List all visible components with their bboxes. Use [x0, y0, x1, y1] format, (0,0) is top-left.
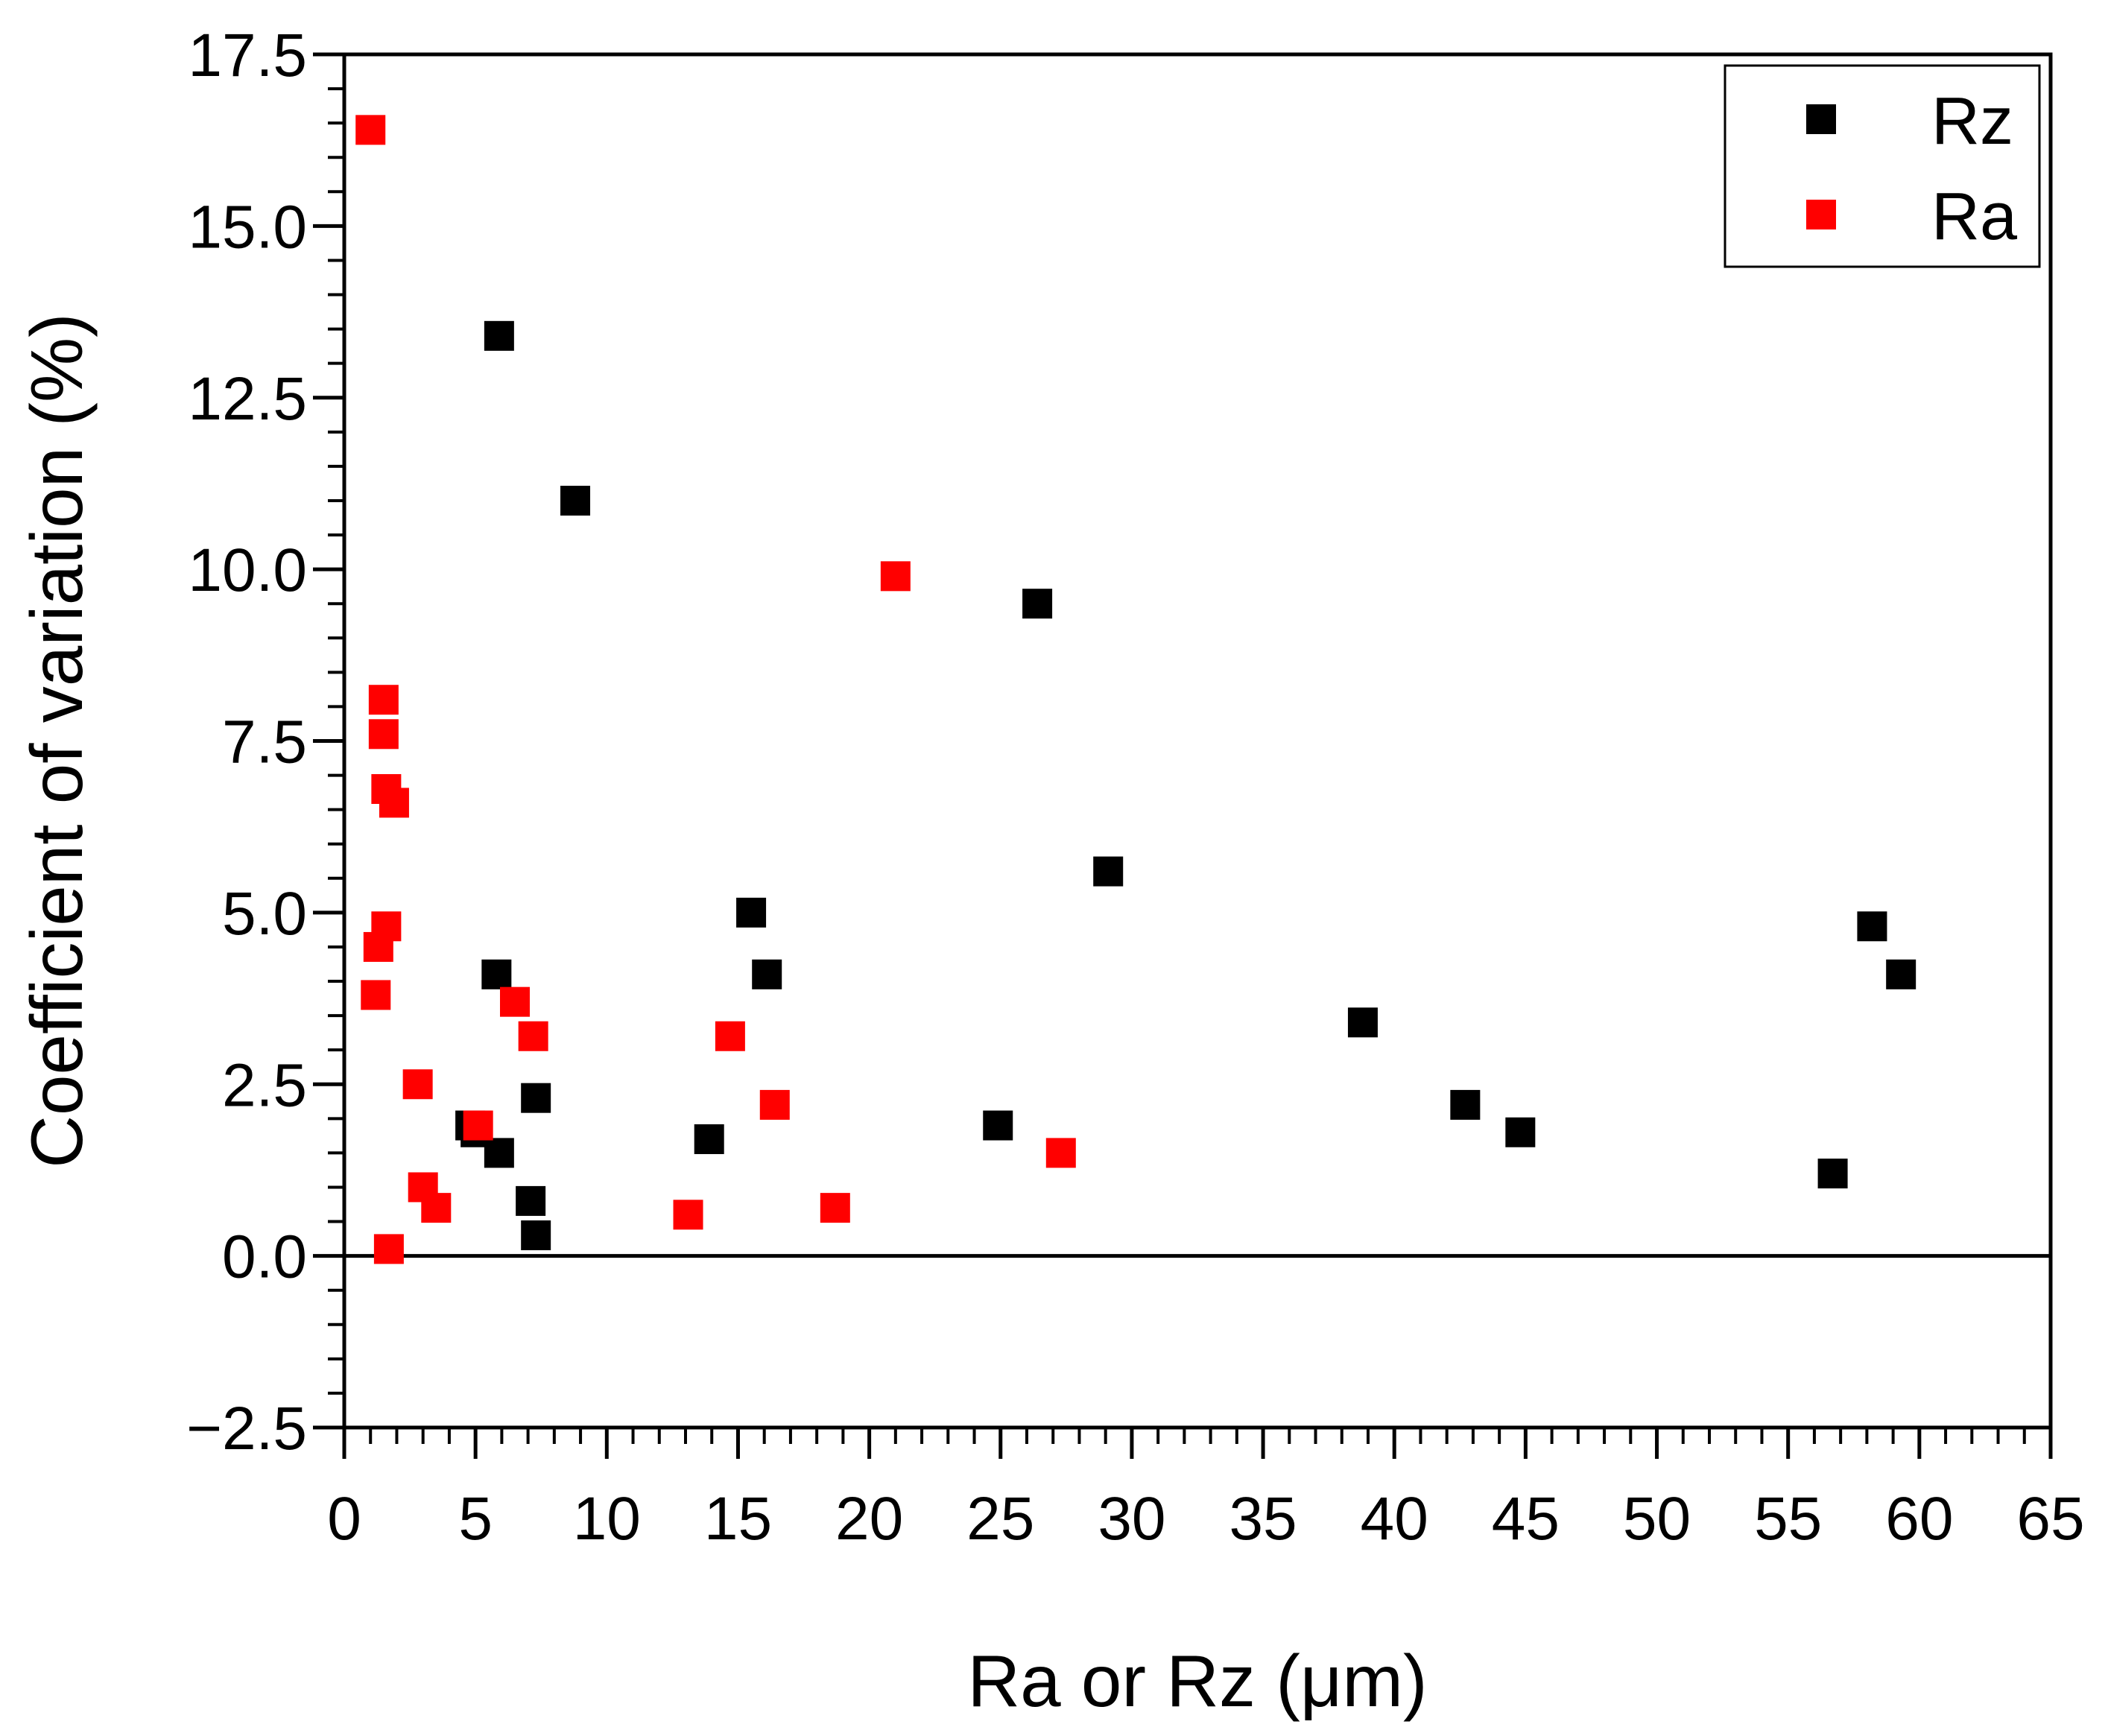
point-ra [715, 1021, 745, 1051]
x-tick-label: 50 [1623, 1485, 1691, 1553]
point-rz [752, 959, 782, 989]
point-ra [368, 719, 399, 750]
point-ra [463, 1110, 493, 1141]
point-rz [481, 959, 512, 989]
point-rz [983, 1110, 1013, 1141]
point-ra [402, 1069, 433, 1100]
x-tick-label: 55 [1754, 1485, 1822, 1553]
point-rz [516, 1185, 546, 1216]
point-ra [820, 1193, 850, 1223]
point-ra [421, 1193, 452, 1223]
point-rz [694, 1124, 724, 1154]
x-axis: 0 5 10 15 20 25 30 35 40 45 50 55 60 65 [327, 1428, 2085, 1553]
legend-marker-ra [1806, 200, 1836, 229]
point-rz [560, 485, 591, 516]
legend-box [1724, 64, 2041, 268]
y-tick-label: 7.5 [222, 709, 307, 776]
y-tick-label: −2.5 [186, 1395, 307, 1463]
x-tick-label: 15 [704, 1485, 772, 1553]
data-points [355, 115, 1916, 1264]
legend: Rz Ra [1724, 64, 2041, 268]
legend-label-rz: Rz [1931, 84, 2013, 159]
x-tick-label: 35 [1229, 1485, 1297, 1553]
point-rz [736, 897, 767, 928]
point-rz [484, 320, 514, 351]
y-tick-label: 2.5 [222, 1051, 307, 1119]
x-tick-label: 10 [573, 1485, 641, 1553]
x-tick-label: 40 [1361, 1485, 1428, 1553]
y-tick-label: 17.5 [188, 22, 307, 89]
point-ra [759, 1089, 790, 1120]
point-rz [1093, 856, 1124, 887]
point-rz [1857, 911, 1887, 942]
point-ra [500, 986, 530, 1017]
y-tick-label: 12.5 [188, 365, 307, 433]
x-tick-label: 30 [1098, 1485, 1165, 1553]
x-tick-label: 25 [966, 1485, 1034, 1553]
y-tick-label: 15.0 [188, 193, 307, 261]
point-ra [363, 931, 393, 962]
point-ra [518, 1021, 548, 1051]
legend-label-ra: Ra [1931, 180, 2018, 254]
point-rz [1450, 1089, 1481, 1120]
point-ra [673, 1200, 703, 1230]
point-rz [484, 1138, 514, 1168]
x-tick-label: 5 [458, 1485, 493, 1553]
point-ra [1045, 1138, 1076, 1168]
y-axis-title: Coefficient of variation (%) [16, 313, 98, 1168]
point-ra [368, 685, 399, 715]
point-ra [379, 788, 409, 818]
x-tick-label: 60 [1885, 1485, 1953, 1553]
point-ra [355, 115, 386, 145]
y-tick-label: 5.0 [222, 880, 307, 948]
point-rz [521, 1083, 551, 1113]
x-tick-label: 65 [2016, 1485, 2084, 1553]
point-rz [1347, 1007, 1378, 1038]
y-tick-label: 10.0 [188, 536, 307, 604]
x-tick-label: 45 [1492, 1485, 1560, 1553]
y-axis: −2.5 0.0 2.5 5.0 7.5 10.0 12.5 15.0 17.5 [186, 22, 344, 1463]
y-tick-label: 0.0 [222, 1223, 307, 1291]
x-tick-label: 20 [835, 1485, 903, 1553]
point-ra [880, 561, 911, 592]
point-ra [373, 1234, 404, 1264]
point-rz [1886, 959, 1916, 989]
legend-marker-rz [1806, 104, 1836, 134]
point-rz [521, 1220, 551, 1250]
point-rz [1022, 589, 1053, 619]
point-rz [1817, 1159, 1848, 1189]
point-ra [361, 980, 391, 1010]
x-tick-label: 0 [327, 1485, 361, 1553]
x-axis-title: Ra or Rz (μm) [967, 1640, 1427, 1722]
point-rz [1505, 1117, 1536, 1147]
